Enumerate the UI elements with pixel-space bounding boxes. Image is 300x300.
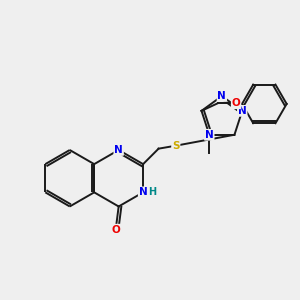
Text: S: S — [172, 141, 180, 151]
Text: N: N — [139, 188, 148, 197]
Text: N: N — [218, 91, 226, 101]
Text: N: N — [114, 145, 123, 155]
Text: N: N — [205, 130, 214, 140]
Text: H: H — [148, 188, 157, 197]
Text: O: O — [111, 225, 120, 235]
Text: N: N — [238, 106, 247, 116]
Text: O: O — [232, 98, 241, 108]
